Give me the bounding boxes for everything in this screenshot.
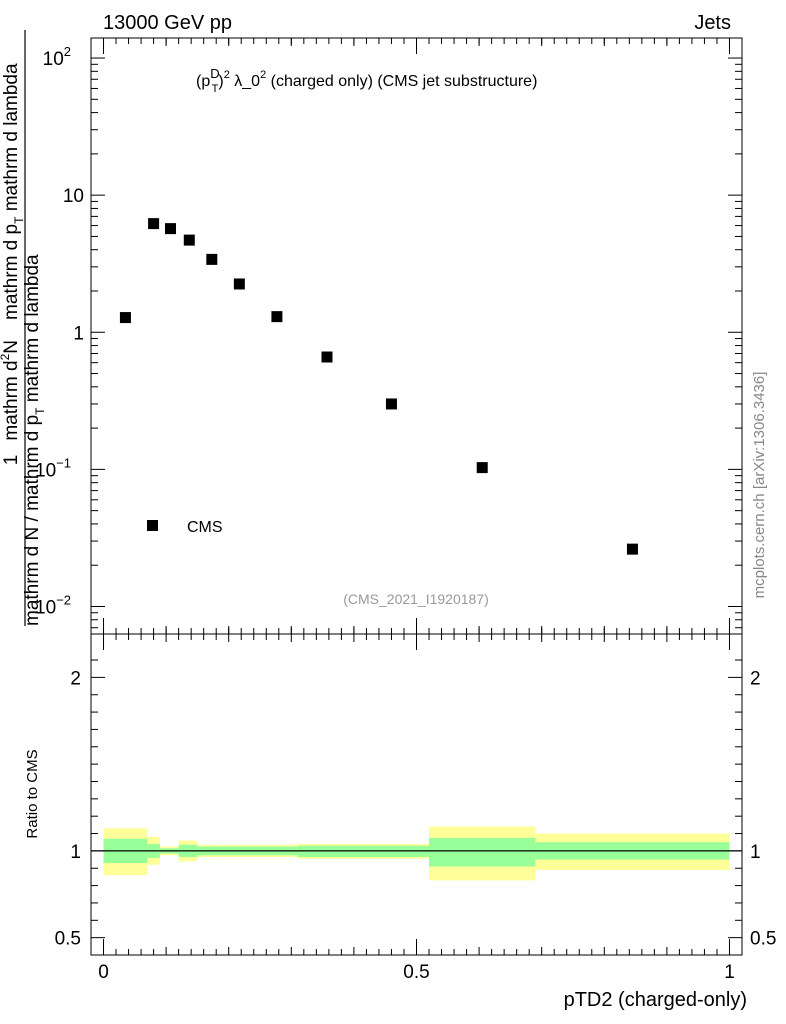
legend-marker bbox=[147, 520, 158, 531]
main-axis-ticks bbox=[91, 38, 742, 634]
y-label-one: 1 bbox=[1, 455, 22, 466]
y-label-inner: mathrm d pT mathrm d lambda bbox=[1, 63, 26, 320]
y-tick-label: 102 bbox=[43, 44, 71, 70]
data-point bbox=[183, 234, 195, 246]
data-point bbox=[119, 312, 131, 324]
ratio-y-tick-label-right: 0.5 bbox=[750, 929, 776, 950]
y-tick-label-base: 10 bbox=[43, 49, 64, 70]
data-point bbox=[233, 278, 245, 290]
analysis-watermark: (CMS_2021_I1920187) bbox=[343, 591, 489, 607]
ratio-y-tick-label-left: 0.5 bbox=[55, 929, 81, 950]
y-tick-label: 10−1 bbox=[35, 455, 71, 481]
header-left: 13000 GeV pp bbox=[103, 12, 232, 34]
x-tick-label: 1 bbox=[724, 962, 735, 983]
ratio-y-tick-label-right: 1 bbox=[750, 842, 761, 863]
y-tick-label: 10 bbox=[63, 186, 84, 207]
data-point bbox=[321, 351, 333, 363]
plot-title: (pD T)2 λ_02 (charged only) (CMS jet subs… bbox=[196, 66, 537, 95]
ratio-y-tick-label-left: 2 bbox=[70, 668, 81, 689]
ratio-uncertainty-bands bbox=[103, 826, 730, 881]
data-point bbox=[206, 253, 218, 265]
y-tick-label-base: 10 bbox=[63, 186, 84, 207]
data-point bbox=[385, 398, 397, 410]
ratio-y-tick-label-left: 1 bbox=[70, 842, 81, 863]
side-source-label: mcplots.cern.ch [arXiv:1306.3436] bbox=[751, 372, 768, 599]
data-point bbox=[164, 223, 176, 235]
y-tick-label: 1 bbox=[73, 323, 84, 344]
ratio-y-tick-label-right: 2 bbox=[750, 668, 761, 689]
cms-data-series bbox=[119, 218, 638, 555]
y-tick-label-base: 10 bbox=[35, 460, 56, 481]
legend-label: CMS bbox=[187, 519, 223, 536]
ratio-y-axis-label: Ratio to CMS bbox=[24, 749, 41, 838]
x-tick-label: 0.5 bbox=[403, 962, 429, 983]
x-axis-label: pTD2 (charged-only) bbox=[564, 989, 747, 1011]
ratio-y-tick-labels: 0.5 0.5 1 1 2 2 bbox=[55, 668, 777, 949]
ratio-axis-ticks bbox=[91, 634, 742, 955]
data-point bbox=[271, 311, 283, 323]
inner-band bbox=[429, 837, 536, 867]
main-y-axis-label: mathrm d2N mathrm d pT mathrm d lambda 1… bbox=[0, 30, 47, 626]
y-tick-label: 10−2 bbox=[35, 592, 71, 618]
header-right: Jets bbox=[694, 12, 731, 34]
y-label-denominator: mathrm d N / mathrm d pT mathrm d lambda bbox=[22, 254, 47, 626]
y-label-numerator: mathrm d2N bbox=[0, 340, 22, 441]
y-tick-label-exp: 2 bbox=[64, 44, 71, 59]
main-plot-frame bbox=[90, 37, 743, 635]
data-point bbox=[626, 543, 638, 555]
y-tick-label-base: 10 bbox=[35, 597, 56, 618]
y-tick-label-base: 1 bbox=[73, 323, 84, 344]
y-tick-label-exp: −1 bbox=[56, 455, 71, 470]
ratio-x-tick-labels: 0 0.5 1 bbox=[98, 962, 735, 983]
data-point bbox=[148, 218, 160, 230]
y-tick-label-exp: −2 bbox=[56, 592, 71, 607]
data-point bbox=[476, 462, 488, 474]
x-tick-label: 0 bbox=[98, 962, 109, 983]
ratio-plot-frame bbox=[90, 633, 743, 956]
